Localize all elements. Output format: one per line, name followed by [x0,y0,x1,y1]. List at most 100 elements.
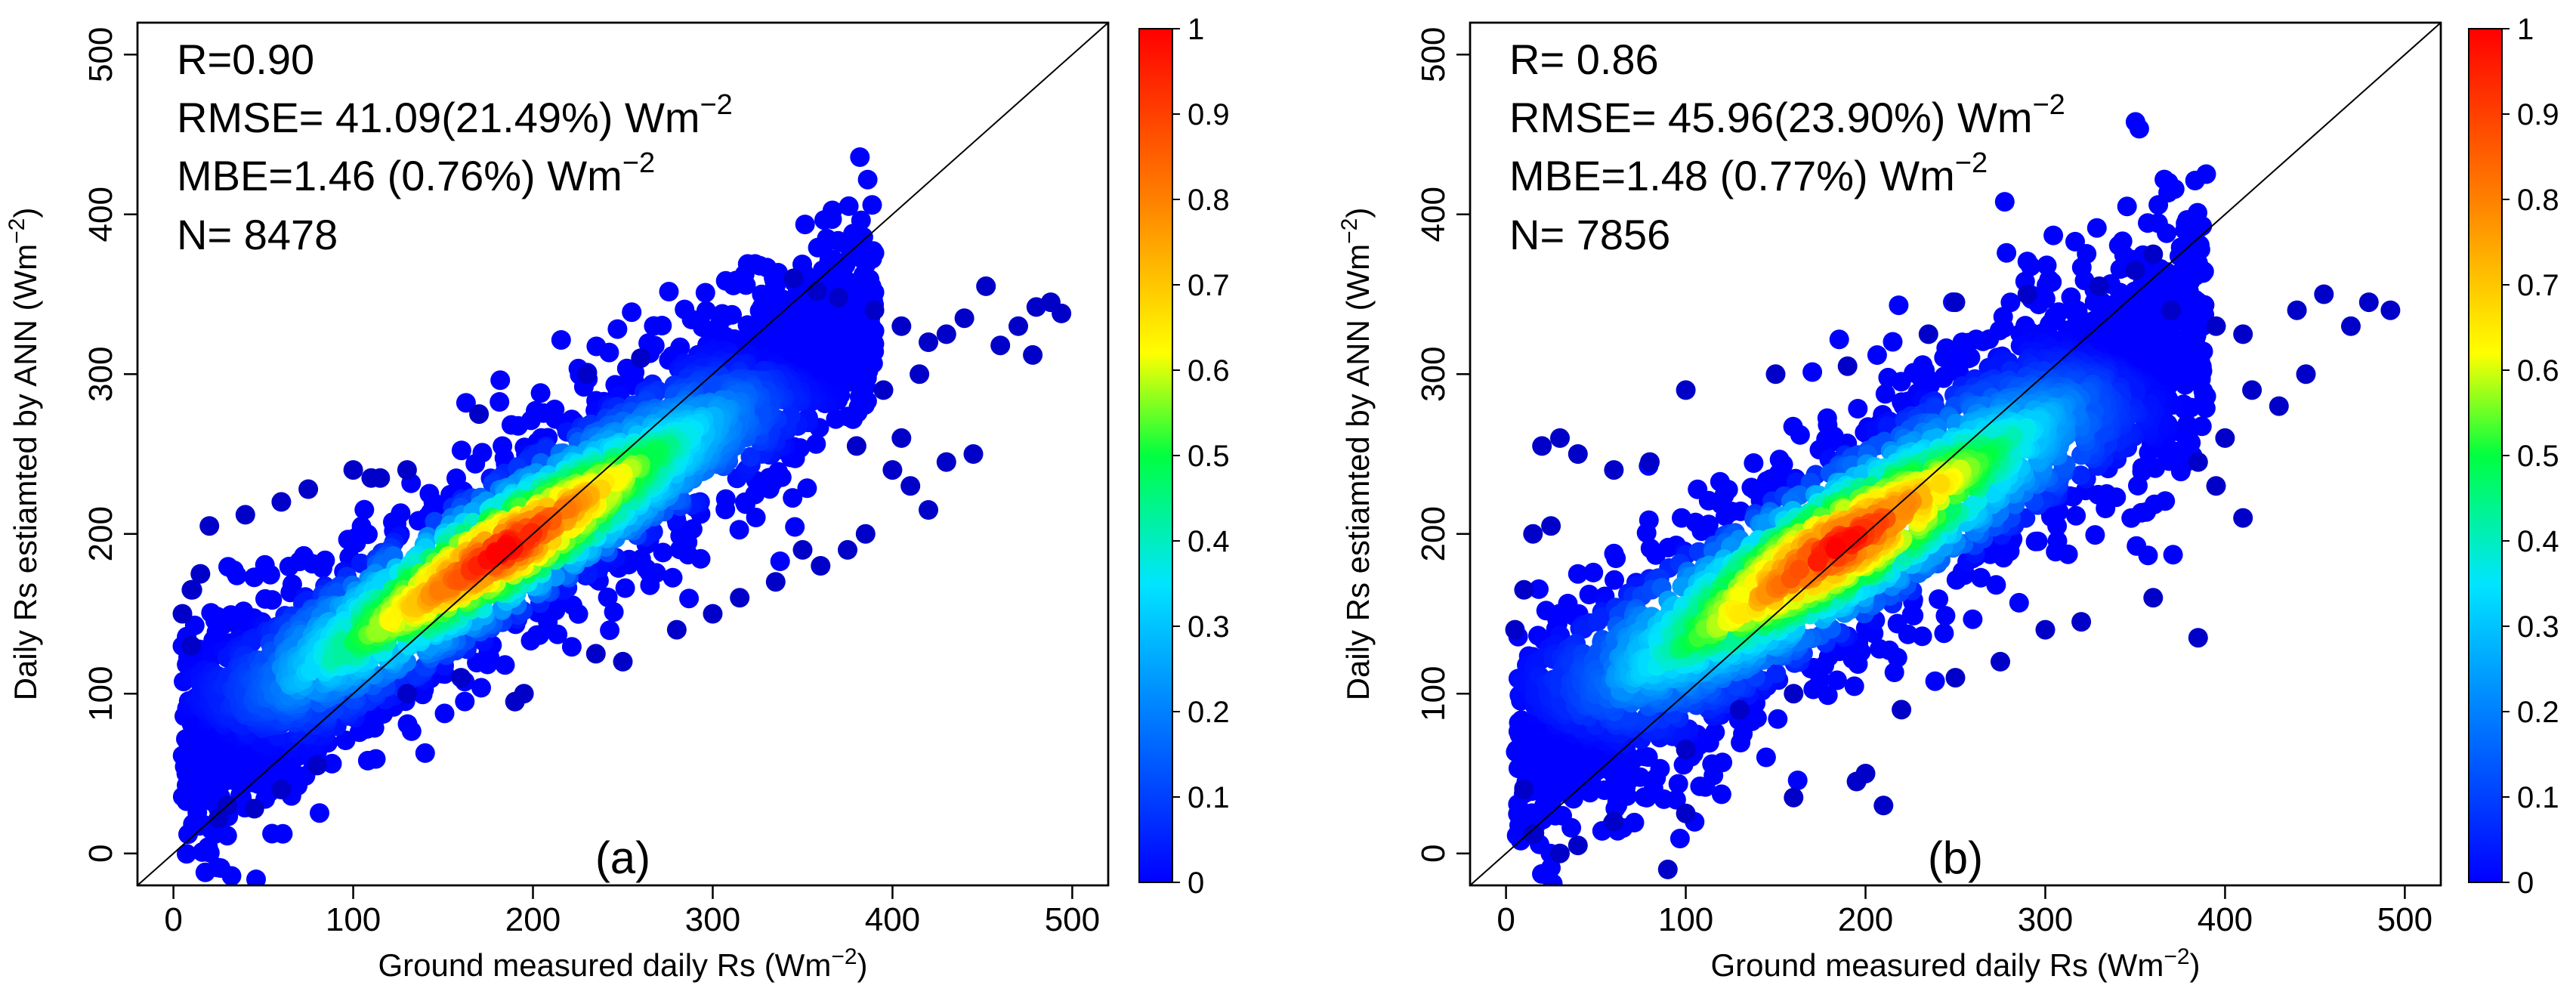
stat-r: R=0.90 [177,36,314,83]
data-point [1605,544,1624,564]
data-point [659,282,679,301]
data-point [607,320,627,339]
data-point [1544,750,1564,770]
data-point [1885,663,1904,682]
y-tick-label: 500 [82,27,119,82]
data-point [1849,654,1868,674]
x-axis-label-text: Ground measured daily Rs (Wm [378,947,831,983]
data-point [1696,777,1716,797]
data-point [538,612,558,632]
colorbar-tick-label: 0.4 [1188,525,1230,558]
data-point [863,249,882,269]
outlier-point [586,644,606,663]
data-point [2181,319,2201,338]
data-point [750,301,770,320]
data-point [1744,453,1763,473]
data-point [679,588,699,608]
outlier-point [245,799,264,819]
data-point [545,400,564,419]
outlier-point [703,604,723,624]
data-point [2130,119,2149,138]
data-point [315,551,335,570]
outlier-point [976,276,996,296]
data-point [663,568,683,588]
data-point [1963,610,1982,629]
data-point [696,283,715,303]
data-point [675,300,694,320]
data-point [2164,545,2183,564]
data-point [1830,329,1849,349]
data-point [1713,752,1732,772]
data-point [2181,433,2201,453]
data-point [726,270,746,290]
outlier-point [811,556,830,576]
y-tick-label: 400 [82,187,119,242]
data-point [2164,339,2183,359]
data-point [746,254,765,273]
outlier-point [766,572,786,592]
outlier-point [937,324,956,344]
data-point [493,437,512,456]
data-point [521,523,541,542]
outlier-point [891,428,911,448]
data-point [1608,792,1627,811]
data-point [310,803,329,823]
outlier-point [955,308,974,328]
data-point [1818,409,1837,428]
data-point [848,397,868,417]
x-tick-label: 0 [164,901,182,938]
data-point [2047,516,2067,536]
colorbar-tick-label: 0.3 [1188,610,1230,644]
data-point [446,468,466,488]
colorbar-tick-label: 0 [1188,866,1204,900]
data-point [2021,257,2040,276]
stat-mbe-text: MBE=1.46 (0.76%) Wm [177,152,622,199]
outlier-point [793,540,813,560]
outlier-point [874,380,894,400]
data-point [1934,623,1954,643]
data-point [1867,345,1887,365]
data-point [262,590,282,610]
data-point [2046,542,2065,561]
data-point [224,906,243,925]
data-point [839,329,859,348]
outlier-point [1052,304,1071,323]
data-point [838,350,857,369]
outlier-point [208,808,228,828]
outlier-point [397,684,417,703]
data-point [2138,213,2157,233]
data-point [850,147,869,167]
y-tick-label: 200 [82,506,119,561]
data-point [771,551,790,571]
x-axis-label: Ground measured daily Rs (Wm−2) [378,944,867,983]
y-axis-label-exponent: −2 [5,218,29,244]
data-point [498,537,517,557]
data-point [1731,733,1750,752]
data-point [1637,523,1657,542]
data-point [1879,641,1899,660]
data-point [338,530,358,549]
data-point [1935,366,1954,386]
data-point [1521,760,1540,780]
colorbar-tick-label: 0.7 [1188,269,1230,302]
outlier-point [505,692,525,712]
x-tick-label: 300 [685,901,740,938]
data-point [391,503,410,523]
data-point [640,563,659,582]
colorbar-tick-label: 0.5 [1188,440,1230,473]
outlier-point [271,780,291,799]
data-point [599,343,619,363]
data-point [1995,192,2015,212]
x-axis-label-close: ) [857,947,868,983]
outlier-point [829,288,848,307]
data-point [562,637,582,656]
data-point [1848,399,1867,419]
data-point [815,234,835,254]
data-point [854,227,873,247]
data-point [178,762,197,782]
data-point [1625,813,1645,832]
data-point [354,500,374,520]
data-point [1583,563,1603,582]
data-point [736,494,755,514]
stat-rmse-exponent: −2 [700,89,732,121]
